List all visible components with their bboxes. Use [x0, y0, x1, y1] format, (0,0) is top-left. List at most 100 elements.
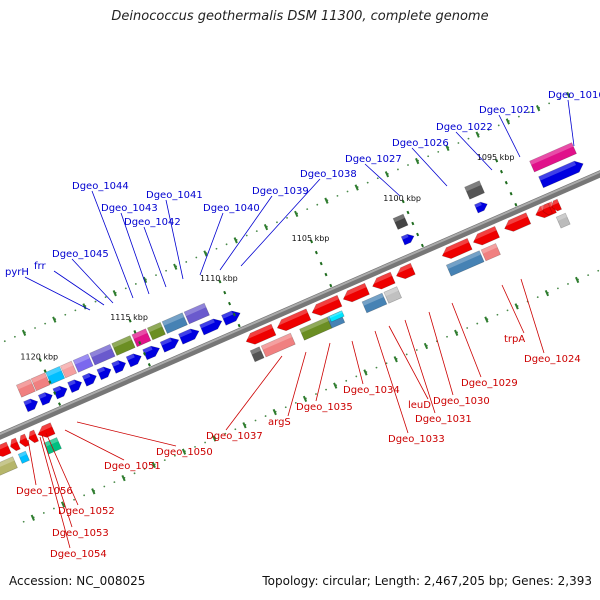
- tick-label-t1110: 1110 kbp: [200, 274, 238, 283]
- lower-rail-dot: [536, 296, 539, 299]
- upper-rail-dot: [427, 155, 430, 158]
- upper-rail-dot: [457, 142, 460, 144]
- lower-rail-dot: [42, 512, 45, 514]
- gene-box-top-8-shine: [147, 322, 163, 333]
- leader-l1031: [404, 319, 436, 414]
- lower-rail-dot: [264, 415, 267, 417]
- upper-rail-dot: [558, 98, 561, 100]
- gene-box-top-1-shine: [31, 372, 47, 383]
- genome-backbone-highlight: [0, 170, 600, 436]
- upper-rail-dot: [165, 269, 167, 272]
- tick-label-t1095: 1095 kbp: [477, 153, 515, 162]
- tick-t1120: [37, 355, 62, 406]
- gene-label-largS: argS: [268, 417, 291, 428]
- rail-tick: [302, 395, 308, 403]
- upper-rail-dot: [34, 327, 36, 329]
- leader-l1043: [120, 212, 150, 295]
- leader-l1052: [45, 432, 79, 506]
- gene-box-top-7: [131, 328, 152, 348]
- lower-rail-dot: [415, 349, 418, 351]
- gene-label-l1016: Dgeo_1016: [548, 90, 600, 101]
- gene-top-blue-11-shine: [199, 318, 215, 329]
- gene-label-l1034: Dgeo_1034: [343, 385, 400, 396]
- tick-t1105: [308, 237, 333, 288]
- upper-rail-dot: [376, 177, 379, 180]
- lower-rail-dot: [375, 366, 378, 369]
- upper-rail-dot: [276, 221, 278, 224]
- gene-bot-red-8-shine: [502, 212, 528, 228]
- gene-label-l1029: Dgeo_1029: [461, 378, 518, 389]
- leader-l1034: [351, 340, 364, 385]
- gene-bot-red-0: [245, 323, 277, 345]
- gene-label-lleuD: leuD: [408, 400, 431, 411]
- gene-bot-red-7-shine: [471, 226, 497, 241]
- leader-largS: [287, 351, 307, 417]
- upper-rail-dot: [134, 283, 137, 285]
- upper-rail-dot: [528, 111, 530, 114]
- rail-tick: [484, 316, 489, 323]
- gene-bot-red-left-4-shine: [35, 422, 52, 434]
- upper-rail-dot: [286, 217, 288, 219]
- gene-label-l1037: Dgeo_1037: [206, 431, 263, 442]
- rail-tick: [536, 105, 541, 112]
- upper-rail-dot: [185, 261, 188, 263]
- gene-label-l1039: Dgeo_1039: [252, 186, 309, 197]
- gene-box-bot-8: [555, 212, 571, 229]
- gene-label-l1051: Dgeo_1051: [104, 461, 161, 472]
- gene-top-blue-3: [67, 379, 83, 393]
- gene-bot-red-b-shine: [549, 199, 559, 206]
- gene-box-top-10-shine: [184, 303, 207, 317]
- gene-label-l1038: Dgeo_1038: [300, 169, 357, 180]
- gene-top-blue-7: [125, 353, 142, 368]
- leader-l1044: [91, 190, 134, 299]
- gene-label-l1050: Dgeo_1050: [156, 447, 213, 458]
- gene-box-top-9-shine: [162, 312, 185, 326]
- gene-box-1026-shine: [393, 214, 405, 223]
- gene-top-blue-1016: [538, 160, 584, 189]
- gene-bot-red-left-1-shine: [8, 438, 18, 446]
- lower-rail-dot: [446, 335, 448, 338]
- gene-bot-red-6-shine: [439, 238, 469, 255]
- gene-label-lpyrH: pyrH: [5, 267, 29, 278]
- leader-l1027: [364, 163, 401, 197]
- gene-box-bot-5-shine: [383, 286, 399, 297]
- gene-label-l1022: Dgeo_1022: [436, 122, 493, 133]
- gene-box-cyan: [328, 310, 345, 323]
- leader-l1016: [567, 99, 575, 147]
- gene-label-ltrpA: trpA: [504, 334, 525, 345]
- leader-l1037: [225, 355, 283, 431]
- gene-label-l1043: Dgeo_1043: [101, 203, 158, 214]
- gene-box-bot-1: [260, 332, 296, 358]
- gene-box-top-2: [45, 366, 66, 385]
- tick-label-t1100: 1100 kbp: [383, 194, 421, 203]
- gene-box-top-1: [30, 372, 51, 392]
- leader-ltrpA: [501, 284, 525, 334]
- rail-tick: [272, 408, 277, 416]
- upper-rail-dot: [548, 102, 551, 105]
- gene-box-top-6: [111, 335, 136, 356]
- gene-bot-red-8: [504, 212, 532, 232]
- rail-tick: [393, 356, 398, 363]
- gene-label-l1035: Dgeo_1035: [296, 402, 353, 413]
- rail-tick: [142, 276, 148, 284]
- rail-tick: [544, 290, 550, 297]
- upper-rail-dot: [74, 309, 77, 312]
- lower-rail-dot: [113, 481, 116, 484]
- lower-rail-dot: [587, 274, 590, 277]
- gene-bot-red-1: [276, 308, 312, 332]
- gene-top-blue-1022: [474, 201, 488, 214]
- tick-label-t1105: 1105 kbp: [292, 234, 330, 243]
- gene-top-blue-3-shine: [67, 379, 76, 387]
- gene-top-blue-9: [159, 337, 180, 353]
- gene-box-top-7-shine: [131, 328, 148, 339]
- gene-bot-red-1-shine: [274, 308, 308, 327]
- tick-t1095: [493, 156, 518, 207]
- gene-bot-red-4-shine: [370, 272, 393, 285]
- gene-bot-red-3-shine: [340, 283, 367, 298]
- gene-box-top-3-shine: [60, 361, 74, 371]
- upper-rail-dot: [346, 190, 349, 193]
- rail-tick: [21, 329, 27, 336]
- lower-rail-dot: [385, 362, 388, 365]
- gene-top-blue-8: [142, 345, 161, 361]
